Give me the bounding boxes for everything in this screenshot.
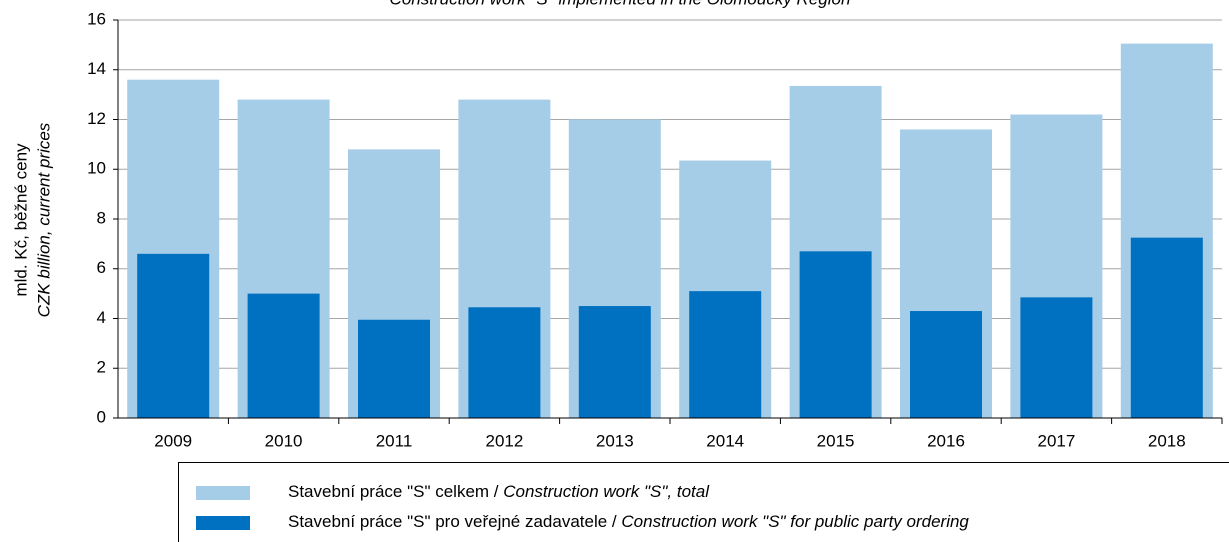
y-tick-label: 8: [97, 208, 106, 227]
bar: [689, 291, 762, 418]
chart-title: Construction work "S" implemented in the…: [390, 0, 851, 8]
y-tick-label: 2: [97, 358, 106, 377]
bar: [247, 293, 320, 418]
y-tick-label: 10: [87, 159, 106, 178]
y-tick-label: 16: [87, 9, 106, 28]
legend-label: Stavební práce "S" celkem / Construction…: [288, 482, 710, 501]
x-tick-label: 2011: [376, 431, 413, 450]
x-tick-label: 2010: [265, 431, 303, 450]
bar: [1130, 237, 1203, 418]
x-tick-label: 2018: [1148, 431, 1186, 450]
x-tick-label: 2012: [485, 431, 523, 450]
bar: [1020, 297, 1093, 418]
x-tick-label: 2014: [706, 431, 744, 450]
y-tick-label: 12: [87, 109, 106, 128]
x-tick-label: 2015: [817, 431, 855, 450]
y-axis-label: CZK billion, current prices: [34, 122, 53, 317]
x-tick-label: 2016: [927, 431, 965, 450]
legend-label: Stavební práce "S" pro veřejné zadavatel…: [288, 512, 969, 531]
x-tick-label: 2009: [154, 431, 192, 450]
bar: [578, 306, 651, 418]
y-tick-label: 14: [87, 59, 106, 78]
y-tick-label: 4: [97, 308, 106, 327]
legend-box: [178, 462, 1229, 542]
bar: [358, 319, 430, 418]
y-tick-label: 6: [97, 258, 106, 277]
bar: [468, 307, 541, 418]
legend-swatch: [196, 486, 250, 500]
x-tick-label: 2013: [596, 431, 634, 450]
y-tick-label: 0: [97, 407, 106, 426]
x-tick-label: 2017: [1037, 431, 1075, 450]
bar: [137, 253, 210, 418]
bar: [910, 311, 982, 418]
legend-swatch: [196, 516, 250, 530]
bar: [799, 251, 872, 418]
y-axis-label: mld. Kč, běžné ceny: [11, 143, 30, 297]
